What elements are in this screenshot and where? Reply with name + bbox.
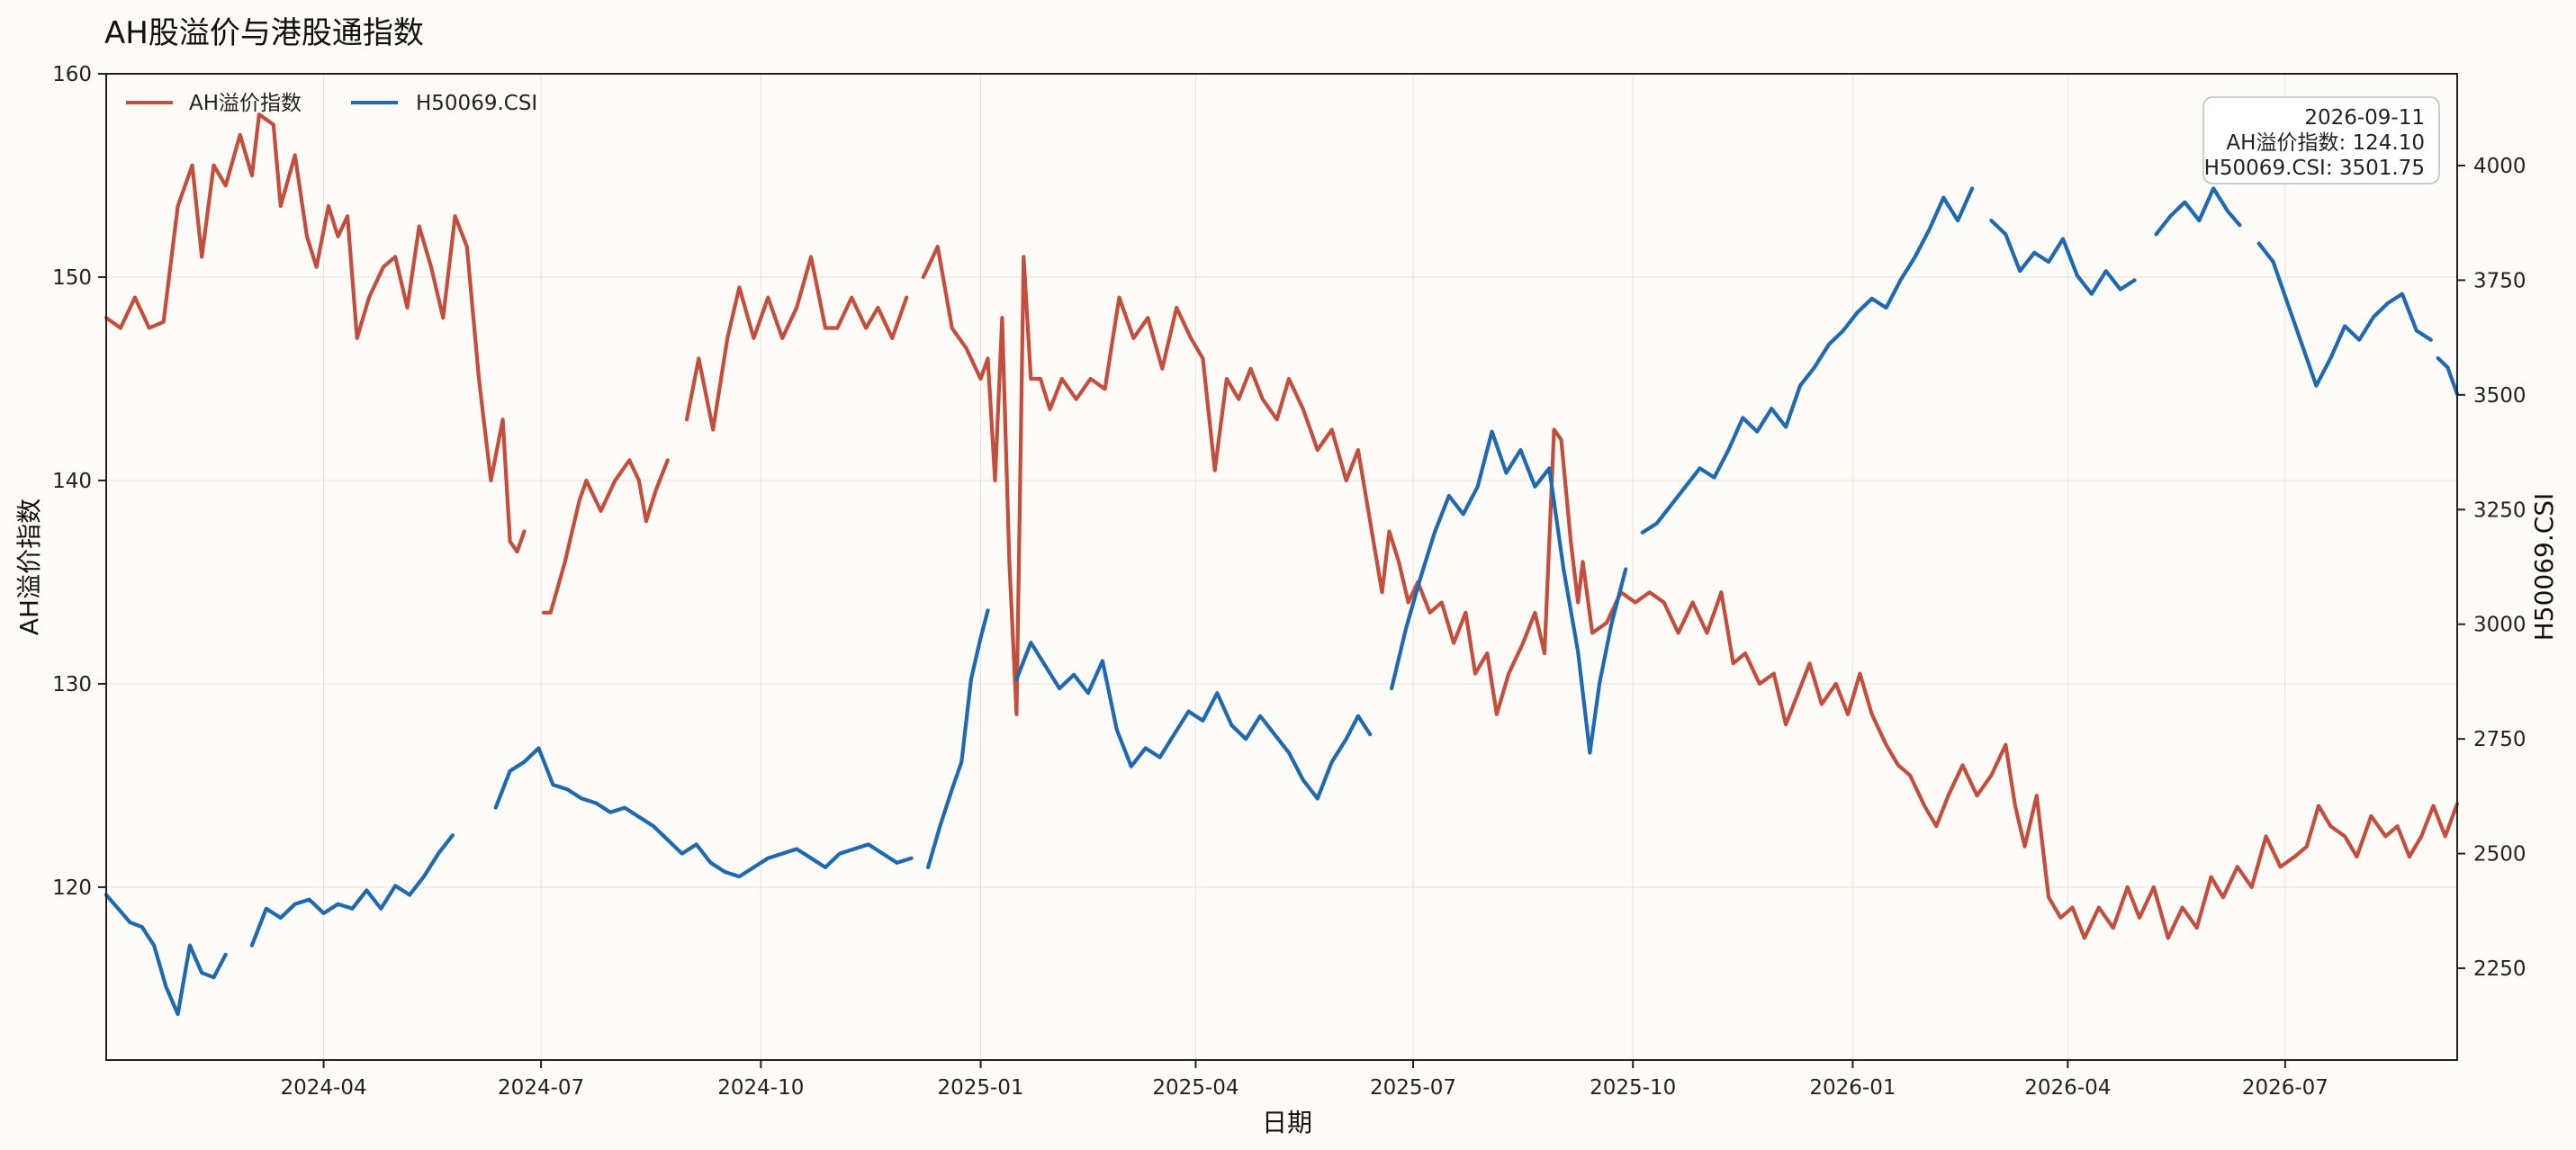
x-tick-label: 2024-07: [498, 1076, 584, 1100]
y-left-tick-label: 150: [52, 266, 92, 290]
x-tick-label: 2026-04: [2024, 1076, 2111, 1100]
y-right-tick-label: 4000: [2473, 155, 2526, 178]
series-line-h50069: [104, 186, 2460, 1017]
y-left-tick-label: 130: [52, 673, 92, 696]
chart-title: AH股溢价与港股通指数: [104, 15, 424, 51]
x-tick-label: 2025-07: [1370, 1076, 1456, 1100]
grid-layer: [106, 73, 2457, 1060]
y-left-tick-label: 160: [52, 63, 92, 86]
x-tick-label: 2025-04: [1152, 1076, 1238, 1100]
x-tick-label: 2025-10: [1590, 1076, 1676, 1100]
plot-layer: [104, 112, 2460, 1017]
tooltip-date: 2026-09-11: [2304, 106, 2425, 130]
y-right-tick-label: 3000: [2473, 614, 2526, 637]
chart-legend: AH溢价指数 H50069.CSI: [126, 92, 537, 115]
y-right-tick-label: 3250: [2473, 499, 2526, 522]
y-axis-right-label: H50069.CSI: [2529, 493, 2559, 642]
tooltip-ah: AH溢价指数: 124.10: [2226, 131, 2425, 155]
y-right-tick-label: 2750: [2473, 728, 2526, 751]
y-left-tick-label: 120: [52, 876, 92, 900]
y-right-tick-label: 3500: [2473, 384, 2526, 408]
x-tick-label: 2026-07: [2242, 1076, 2328, 1100]
axis-layer: 2024-04 2024-07 2024-10 2025-01 2025-04 2025-…: [52, 63, 2526, 1100]
x-axis-label: 日期: [1262, 1108, 1312, 1137]
y-left-tick-label: 140: [52, 470, 92, 493]
x-tick-label: 2024-10: [717, 1076, 804, 1100]
legend-label-ah: AH溢价指数: [189, 92, 302, 115]
y-axis-left-label: AH溢价指数: [14, 499, 44, 635]
chart-tooltip: 2026-09-11 AH溢价指数: 124.10 H50069.CSI: 35…: [2202, 96, 2440, 184]
legend-label-h: H50069.CSI: [416, 92, 537, 115]
series-line-ah-premium: [104, 112, 2460, 940]
tooltip-h: H50069.CSI: 3501.75: [2204, 157, 2425, 180]
x-tick-label: 2026-01: [1809, 1076, 1896, 1100]
y-right-tick-label: 2250: [2473, 957, 2526, 981]
tooltip-box: [2202, 96, 2440, 184]
y-right-tick-label: 3750: [2473, 269, 2526, 292]
plot-frame: [105, 73, 2458, 1061]
x-tick-label: 2024-04: [281, 1076, 367, 1100]
x-tick-label: 2025-01: [937, 1076, 1023, 1100]
y-right-tick-label: 2500: [2473, 843, 2526, 867]
